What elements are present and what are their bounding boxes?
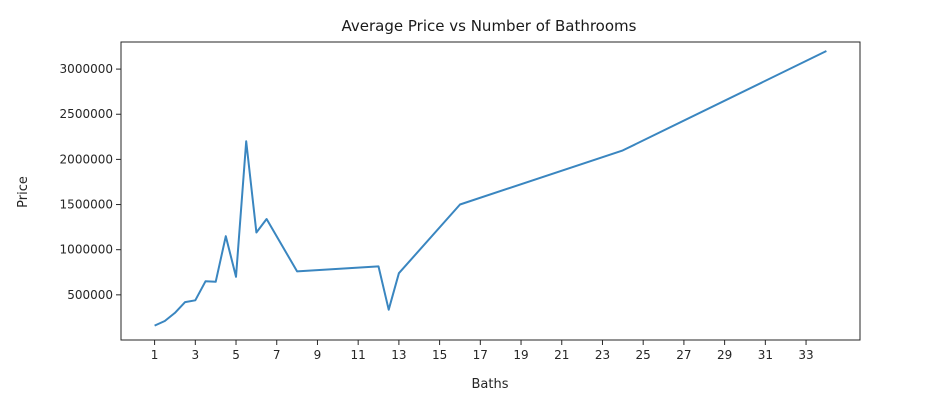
x-tick-label: 3 (191, 348, 199, 362)
series-line (154, 50, 827, 327)
x-tick-label: 5 (232, 348, 240, 362)
x-tick-label: 9 (314, 348, 322, 362)
x-tick-label: 23 (595, 348, 610, 362)
x-axis-label: Baths (472, 377, 509, 392)
x-tick-label: 7 (273, 348, 281, 362)
x-tick-label: 33 (798, 348, 813, 362)
x-tick-label: 29 (717, 348, 732, 362)
series-lines (154, 50, 827, 327)
x-tick-label: 1 (151, 348, 159, 362)
x-tick-label: 31 (758, 348, 773, 362)
y-tick-label: 500000 (67, 288, 113, 302)
y-tick-label: 1500000 (60, 198, 113, 212)
y-axis-label: Price (16, 176, 31, 208)
x-tick-label: 27 (676, 348, 691, 362)
y-tick-label: 1000000 (60, 243, 113, 257)
y-tick-label: 3000000 (60, 62, 113, 76)
x-tick-label: 21 (554, 348, 569, 362)
plot-area-frame (120, 41, 861, 341)
y-tick-label: 2500000 (60, 107, 113, 121)
x-tick-label: 11 (351, 348, 366, 362)
x-tick-label: 13 (391, 348, 406, 362)
x-tick-label: 25 (636, 348, 651, 362)
y-tick-label: 2000000 (60, 152, 113, 166)
axis-ticks: 1 3 5 7 9 11 13 15 17 19 21 23 25 27 29 31 3350000010000… (60, 62, 814, 362)
x-tick-label: 15 (432, 348, 447, 362)
x-tick-label: 19 (513, 348, 528, 362)
chart-title: Average Price vs Number of Bathrooms (342, 17, 637, 35)
x-tick-label: 17 (473, 348, 488, 362)
